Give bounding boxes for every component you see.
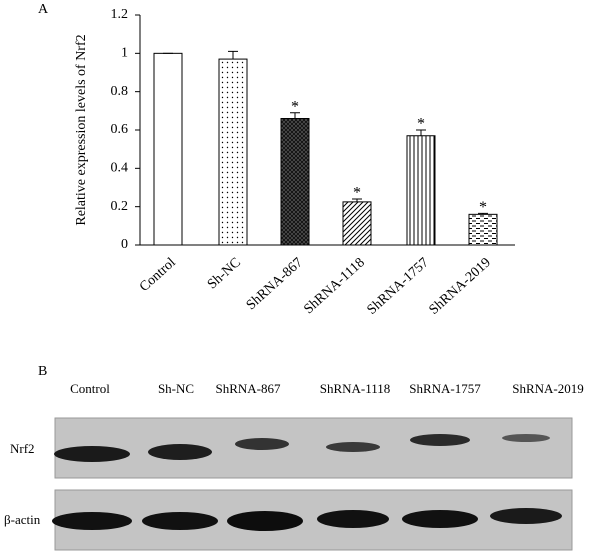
y-tick-label: 0.6 — [111, 122, 129, 137]
x-tick-label: ShRNA-1118 — [301, 255, 367, 317]
bar — [342, 201, 372, 246]
band — [410, 434, 470, 446]
lane-label: ShRNA-1757 — [409, 381, 481, 396]
x-tick-label: ShRNA-1757 — [365, 255, 432, 318]
significance-mark: * — [479, 199, 487, 216]
band — [490, 508, 562, 524]
lane-label: ShRNA-1118 — [320, 381, 391, 396]
y-axis-label: Relative expression levels of Nrf2 — [74, 34, 89, 225]
significance-mark: * — [291, 98, 299, 115]
bar — [153, 52, 183, 246]
lane-label: Sh-NC — [158, 381, 194, 396]
x-tick-label: ShRNA-867 — [244, 255, 306, 313]
panel-label: B — [38, 364, 47, 379]
y-tick-label: 0 — [121, 237, 128, 252]
row-label: Nrf2 — [10, 441, 35, 456]
band — [235, 438, 289, 450]
error-bar — [352, 198, 362, 202]
bar — [218, 58, 248, 246]
band — [326, 442, 380, 452]
bar — [468, 213, 498, 246]
y-tick-label: 0.2 — [111, 199, 129, 214]
y-tick-label: 1 — [121, 46, 128, 61]
band — [317, 510, 389, 528]
y-tick-label: 0.4 — [111, 161, 129, 176]
error-bar — [290, 112, 300, 119]
error-bar — [228, 50, 238, 60]
bar — [406, 135, 436, 246]
row-label: β-actin — [4, 512, 41, 527]
band — [227, 511, 303, 531]
error-bar — [416, 129, 426, 136]
band — [142, 512, 218, 530]
significance-mark: * — [417, 116, 425, 133]
band — [402, 510, 478, 528]
bar — [280, 118, 310, 246]
panel-label: A — [38, 2, 49, 17]
band — [148, 444, 212, 460]
error-bar — [478, 212, 488, 215]
significance-mark: * — [353, 185, 361, 202]
x-tick-label: Control — [137, 255, 179, 295]
blot-strip — [54, 417, 573, 479]
y-tick-label: 0.8 — [111, 84, 129, 99]
western-blot: Nrf2 β-actin Control Sh-NC ShRNA-867 ShRNA-… — [4, 381, 584, 551]
band — [52, 512, 132, 530]
band — [502, 434, 550, 442]
y-tick-label: 1.2 — [111, 7, 129, 22]
blot-strip — [54, 489, 573, 551]
band — [54, 446, 130, 462]
x-tick-label: ShRNA-2019 — [427, 255, 494, 318]
lane-label: ShRNA-867 — [215, 381, 281, 396]
lane-label: Control — [70, 381, 110, 396]
x-tick-label: Sh-NC — [205, 255, 244, 292]
lane-label: ShRNA-2019 — [512, 381, 584, 396]
